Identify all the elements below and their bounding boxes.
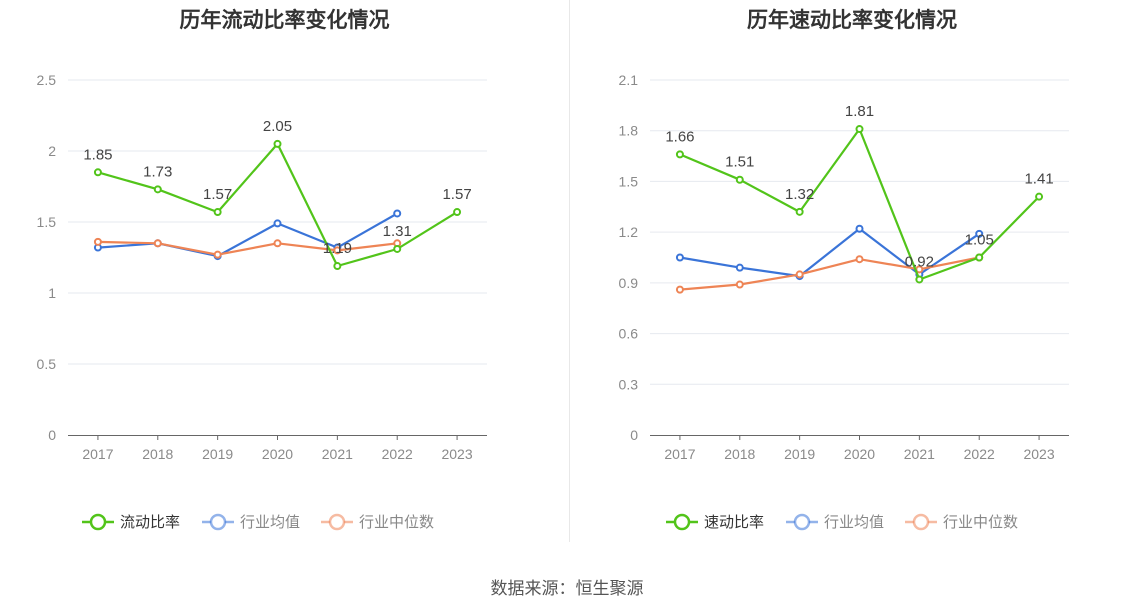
series-line-median xyxy=(97,240,398,256)
x-tick-label: 2023 xyxy=(1023,446,1054,462)
data-label: 1.81 xyxy=(845,103,874,120)
data-point xyxy=(93,168,102,177)
panel-divider xyxy=(569,0,570,542)
series-line-median xyxy=(679,256,980,291)
data-source-note: 数据来源：恒生聚源 xyxy=(490,579,644,598)
data-label: 1.66 xyxy=(665,128,694,145)
legend-label: 行业均值 xyxy=(824,514,884,531)
x-tick-label: 2020 xyxy=(262,446,293,462)
data-label: 1.73 xyxy=(143,163,172,180)
legend-label: 行业均值 xyxy=(240,514,300,531)
chart-title: 历年速动比率变化情况 xyxy=(747,9,957,32)
x-tick-label: 2023 xyxy=(441,446,472,462)
data-label: 1.57 xyxy=(203,186,232,203)
legend-label: 流动比率 xyxy=(120,514,180,531)
data-point xyxy=(735,263,744,272)
data-label: 1.31 xyxy=(383,223,412,240)
y-tick-label: 0.5 xyxy=(37,356,57,372)
series-line-company xyxy=(97,142,458,268)
y-tick-label: 0.9 xyxy=(619,275,639,291)
data-point xyxy=(855,224,864,233)
data-label: 1.19 xyxy=(323,240,352,257)
chart-panel-quick-ratio: 历年速动比率变化情况 0 0.3 0.6 0.9 1.2 1.5 1.8 2.1 2017 201… xyxy=(570,0,1134,560)
data-point xyxy=(393,209,402,218)
data-point xyxy=(975,253,984,262)
data-label: 2.05 xyxy=(263,118,292,135)
x-tick-label: 2021 xyxy=(322,446,353,462)
y-tick-label: 0.3 xyxy=(619,376,639,392)
legend-marker xyxy=(328,513,346,531)
y-tick-label: 0 xyxy=(48,427,56,443)
x-tick-label: 2022 xyxy=(964,446,995,462)
data-point xyxy=(975,229,984,238)
data-point xyxy=(153,185,162,194)
y-tick-label: 1 xyxy=(48,285,56,301)
chart-title: 历年流动比率变化情况 xyxy=(179,9,390,32)
y-tick-label: 1.2 xyxy=(619,224,639,240)
data-point xyxy=(855,255,864,264)
x-tick-label: 2018 xyxy=(142,446,173,462)
data-point xyxy=(855,125,864,134)
data-label: 0.92 xyxy=(905,253,934,270)
legend-marker xyxy=(673,513,691,531)
legend-label: 速动比率 xyxy=(704,514,764,531)
legend-label: 行业中位数 xyxy=(359,514,434,531)
x-tick-label: 2017 xyxy=(82,446,113,462)
data-label: 1.32 xyxy=(785,186,814,203)
data-point xyxy=(915,275,924,284)
y-tick-label: 1.5 xyxy=(619,173,639,189)
y-tick-label: 0 xyxy=(630,427,638,443)
data-label: 1.85 xyxy=(83,146,112,163)
data-point xyxy=(735,175,744,184)
data-point xyxy=(453,208,462,217)
data-point xyxy=(795,270,804,279)
legend-marker xyxy=(793,513,811,531)
data-label: 1.41 xyxy=(1024,171,1053,188)
data-point xyxy=(273,239,282,248)
x-tick-label: 2018 xyxy=(724,446,755,462)
chart-panel-current-ratio: 历年流动比率变化情况 0 0.5 1 1.5 2 2.5 2017 2018 2019 2020 2… xyxy=(0,0,569,560)
x-tick-label: 2019 xyxy=(784,446,815,462)
data-point xyxy=(735,280,744,289)
x-tick-label: 2020 xyxy=(844,446,875,462)
legend-marker xyxy=(89,513,107,531)
x-tick-label: 2021 xyxy=(904,446,935,462)
data-point xyxy=(795,207,804,216)
data-point xyxy=(675,285,684,294)
data-point xyxy=(273,139,282,148)
data-point xyxy=(213,208,222,217)
data-label: 1.57 xyxy=(442,186,471,203)
series-line-avg xyxy=(679,227,980,278)
y-tick-label: 2 xyxy=(48,143,56,159)
data-label: 1.51 xyxy=(725,154,754,171)
current-ratio-chart: 0 0.5 1 1.5 2 2.5 2017 2018 2019 2020 2021 2022 2023… xyxy=(37,72,487,531)
data-point xyxy=(333,246,342,255)
data-point xyxy=(93,237,102,246)
data-point xyxy=(393,244,402,253)
y-tick-label: 0.6 xyxy=(619,326,639,342)
data-point xyxy=(153,239,162,248)
legend-label: 行业中位数 xyxy=(943,514,1018,531)
legend-marker xyxy=(912,513,930,531)
x-tick-label: 2022 xyxy=(382,446,413,462)
y-tick-label: 2.1 xyxy=(619,72,639,88)
x-tick-label: 2019 xyxy=(202,446,233,462)
y-tick-label: 1.5 xyxy=(37,214,57,230)
data-point xyxy=(1035,192,1044,201)
data-point xyxy=(273,219,282,228)
data-label: 1.05 xyxy=(965,232,994,249)
data-point xyxy=(675,150,684,159)
data-point xyxy=(675,253,684,262)
y-tick-label: 2.5 xyxy=(37,72,57,88)
data-point xyxy=(213,250,222,259)
legend-marker xyxy=(209,513,227,531)
y-tick-label: 1.8 xyxy=(619,123,639,139)
x-tick-label: 2017 xyxy=(664,446,695,462)
quick-ratio-chart: 0 0.3 0.6 0.9 1.2 1.5 1.8 2.1 2017 2018 2019 2020 20… xyxy=(619,72,1069,531)
data-point xyxy=(333,262,342,271)
